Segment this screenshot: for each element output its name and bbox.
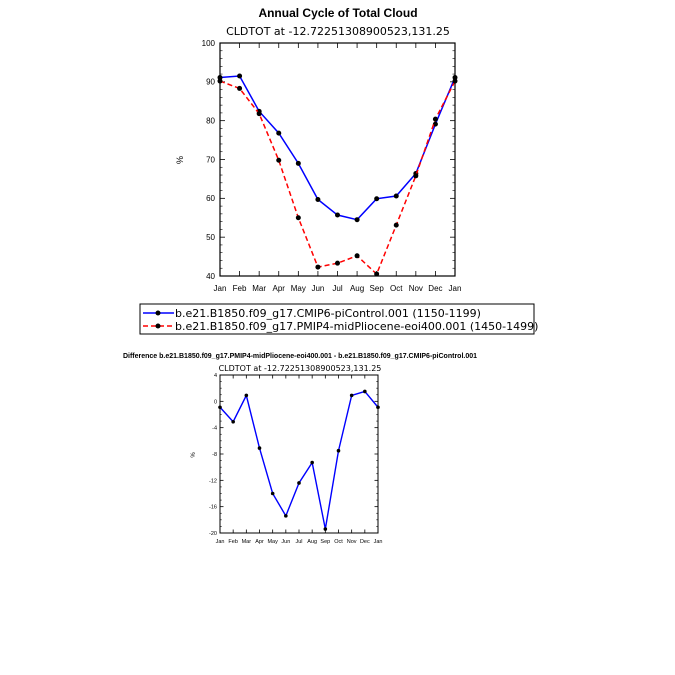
chart2-ytick-label: 4 — [214, 373, 217, 379]
chart2-series-1-point — [349, 393, 354, 398]
chart2-xtick-label: Jan — [374, 539, 383, 545]
chart2-xtick-label: Jun — [281, 539, 290, 545]
chart2-xtick-label: Aug — [307, 539, 317, 545]
chart2-series-1-point — [310, 460, 314, 465]
chart1-ytick-label: 80 — [206, 116, 215, 125]
chart1-ytick-label: 100 — [202, 39, 216, 48]
chart1-series-1-point — [237, 73, 243, 79]
chart1-series-2-point — [393, 222, 399, 228]
chart2-series-1-point — [297, 481, 301, 485]
chart2-xtick-label: Dec — [360, 539, 370, 545]
chart1-xtick-label: Jan — [214, 284, 227, 293]
chart2-plot-frame — [219, 374, 379, 534]
chart2-series-1-point — [270, 491, 275, 496]
chart2-ytick-label: -20 — [209, 531, 217, 537]
chart2-series-line-1 — [219, 390, 379, 530]
chart1-legend: b.e21.B1850.f09_g17.CMIP6-piControl.001 … — [139, 303, 538, 335]
chart2-ytick-label: -8 — [212, 452, 217, 458]
legend-label-2: b.e21.B1850.f09_g17.PMIP4-midPliocene-eo… — [175, 320, 538, 333]
chart2-xtick-label: Oct — [334, 539, 343, 545]
chart1-series-2-point — [335, 260, 340, 266]
chart1-series-2-point — [413, 173, 419, 179]
chart1-ytick-label: 40 — [206, 272, 215, 281]
chart1-ytick-label: 70 — [206, 155, 215, 164]
chart1-ytick-label: 90 — [206, 78, 215, 87]
chart2-subtitle: CLDTOT at -12.72251308900523,131.25 — [219, 364, 382, 373]
chart2-xtick-label: Jan — [216, 539, 225, 545]
chart2-series-1-point — [244, 393, 249, 398]
chart1-xtick-label: Jan — [449, 284, 462, 293]
chart2-xtick-label: Nov — [347, 539, 357, 545]
chart2-xtick-label: Jul — [295, 539, 302, 545]
chart1-xtick-label: Sep — [370, 284, 385, 293]
chart1-series-2-point — [452, 78, 458, 84]
chart2-series-1-point — [257, 446, 262, 450]
chart2-series-group — [218, 389, 380, 531]
chart1-plot-frame — [219, 42, 456, 277]
chart1-series-2-point — [374, 271, 380, 277]
chart2-series-1-point — [363, 389, 367, 394]
chart1-ytick-label: 60 — [206, 194, 215, 203]
chart1-series-2-point — [237, 85, 243, 91]
chart2-series-1-point — [218, 405, 222, 410]
chart1-series-group — [217, 73, 458, 277]
chart1-xtick-label: Jul — [332, 284, 342, 293]
chart1-series-2-point — [256, 111, 262, 117]
chart2-series-1-point — [323, 527, 328, 531]
chart1-series-1-point — [295, 160, 301, 166]
chart1-xtick-label: May — [291, 284, 306, 293]
chart1-series-line-1 — [219, 75, 456, 221]
chart1-series-2-point — [295, 215, 301, 221]
chart1-series-line-2 — [219, 80, 456, 276]
chart2-xtick-label: Sep — [320, 539, 330, 545]
legend-box — [139, 303, 535, 335]
chart1-series-2-point — [276, 157, 282, 163]
chart1-xtick-label: Dec — [428, 284, 442, 293]
chart2-xtick-label: May — [267, 539, 278, 545]
chart2-ytick-label: -4 — [212, 426, 217, 432]
legend-marker-2 — [155, 323, 161, 329]
chart1-series-1-point — [452, 75, 458, 81]
chart1-series-1-point — [432, 121, 438, 127]
chart2-series-1-point — [231, 419, 235, 424]
chart1-series-2-point — [217, 78, 223, 84]
chart1-ylabel: % — [175, 156, 185, 164]
chart1-xtick-label: Nov — [409, 284, 423, 293]
chart1-series-2-point — [354, 253, 360, 259]
chart1-xtick-label: Jun — [311, 284, 324, 293]
chart2-series-1-point — [336, 448, 341, 453]
chart1-axes: Jan Feb Mar Apr May Jun Jul Aug Sep Oct Nov Dec Jan 4… — [202, 39, 462, 293]
chart1-series-1-point — [374, 196, 380, 202]
chart1-xtick-label: Mar — [252, 284, 266, 293]
chart2-ytick-label: 0 — [214, 399, 217, 405]
chart1-xtick-label: Apr — [273, 284, 286, 293]
chart1-series-1-point — [217, 75, 223, 81]
chart2-xtick-label: Mar — [242, 539, 252, 545]
chart1-series-1-point — [354, 217, 360, 223]
chart1-series-2-point — [315, 264, 321, 270]
chart1-ytick-label: 50 — [206, 233, 215, 242]
chart1-xtick-label: Oct — [390, 284, 403, 293]
chart1-xtick-label: Feb — [233, 284, 247, 293]
chart1-series-1-point — [276, 130, 282, 136]
chart1-series-2-point — [432, 116, 438, 122]
chart2-ytick-label: -12 — [209, 478, 217, 484]
chart2-series-1-point — [284, 514, 288, 518]
chart1-subtitle: CLDTOT at -12.72251308900523,131.25 — [226, 25, 450, 38]
chart1-series-1-point — [315, 196, 321, 202]
chart1-xtick-label: Aug — [350, 284, 364, 293]
chart1-series-1-point — [393, 193, 399, 199]
chart1-title: Annual Cycle of Total Cloud — [258, 6, 417, 20]
chart2-xtick-label: Feb — [228, 539, 237, 545]
chart2-series-1-point — [376, 405, 380, 410]
chart2-ytick-label: -16 — [209, 505, 217, 511]
chart2-axes: Jan Feb Mar Apr May Jun Jul Aug Sep Oct Nov Dec Jan-… — [209, 373, 382, 545]
chart2-xtick-label: Apr — [255, 539, 264, 545]
legend-marker-1 — [155, 310, 161, 316]
chart1-series-1-point — [335, 212, 340, 218]
legend-label-1: b.e21.B1850.f09_g17.CMIP6-piControl.001 … — [175, 307, 481, 320]
chart2-ylabel: % — [191, 452, 197, 458]
chart2-title: Difference b.e21.B1850.f09_g17.PMIP4-mid… — [123, 353, 477, 360]
